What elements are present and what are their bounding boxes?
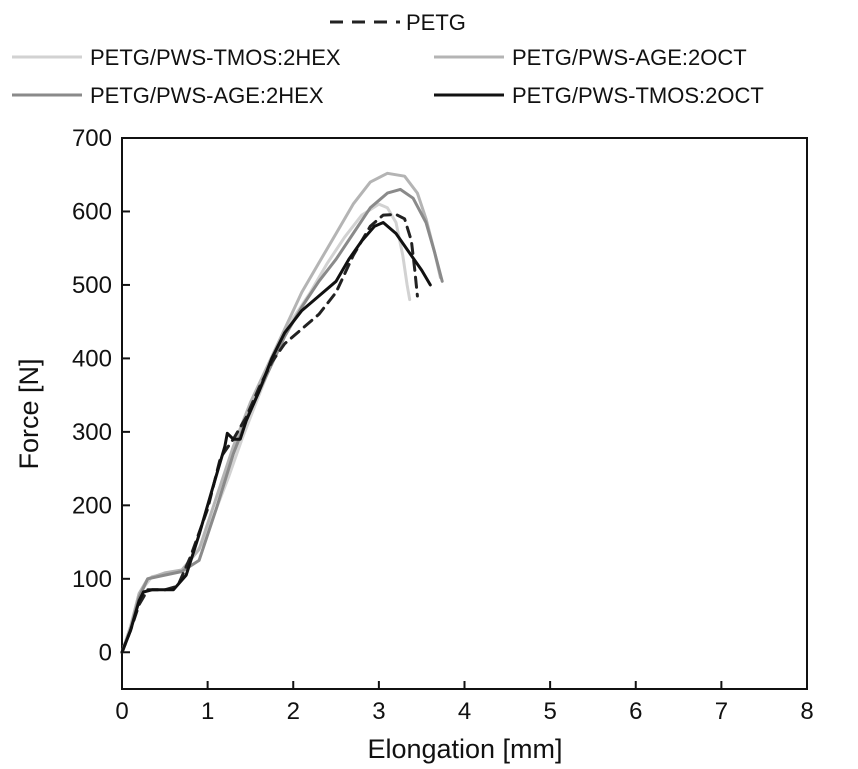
y-tick-label-0: 0 xyxy=(99,639,112,666)
y-axis-title: Force [N] xyxy=(14,358,44,469)
x-tick-label-2: 2 xyxy=(287,698,300,725)
y-tick-label-2: 200 xyxy=(72,492,112,519)
legend-label-tmos-2hex: PETG/PWS-TMOS:2HEX xyxy=(90,45,341,70)
legend: PETG PETG/PWS-TMOS:2HEX PETG/PWS-AGE:2OC… xyxy=(12,10,764,108)
legend-label-age-2hex: PETG/PWS-AGE:2HEX xyxy=(90,83,324,108)
x-tick-label-5: 5 xyxy=(543,698,556,725)
x-tick-label-1: 1 xyxy=(201,698,214,725)
legend-label-petg: PETG xyxy=(406,10,466,35)
y-tick-label-4: 400 xyxy=(72,345,112,372)
y-tick-label-6: 600 xyxy=(72,198,112,225)
x-tick-label-0: 0 xyxy=(115,698,128,725)
y-tick-label-5: 500 xyxy=(72,272,112,299)
series-line-petg-pws-tmos-2oct xyxy=(120,221,432,654)
x-axis-ticks: 0 1 2 3 4 5 6 7 8 xyxy=(115,681,814,725)
legend-label-tmos-2oct: PETG/PWS-TMOS:2OCT xyxy=(512,83,764,108)
x-tick-label-6: 6 xyxy=(629,698,642,725)
x-tick-label-4: 4 xyxy=(458,698,471,725)
x-axis-title: Elongation [mm] xyxy=(367,734,562,764)
y-tick-label-1: 100 xyxy=(72,566,112,593)
x-tick-label-7: 7 xyxy=(715,698,728,725)
series-line-petg-pws-age-2hex xyxy=(120,187,444,654)
y-tick-label-7: 700 xyxy=(72,125,112,152)
legend-label-age-2oct: PETG/PWS-AGE:2OCT xyxy=(512,45,747,70)
y-tick-label-3: 300 xyxy=(72,419,112,446)
x-tick-label-3: 3 xyxy=(372,698,385,725)
x-tick-label-8: 8 xyxy=(800,698,813,725)
series-group xyxy=(120,171,444,654)
y-axis-ticks: 0 100 200 300 400 500 600 700 xyxy=(72,125,130,666)
